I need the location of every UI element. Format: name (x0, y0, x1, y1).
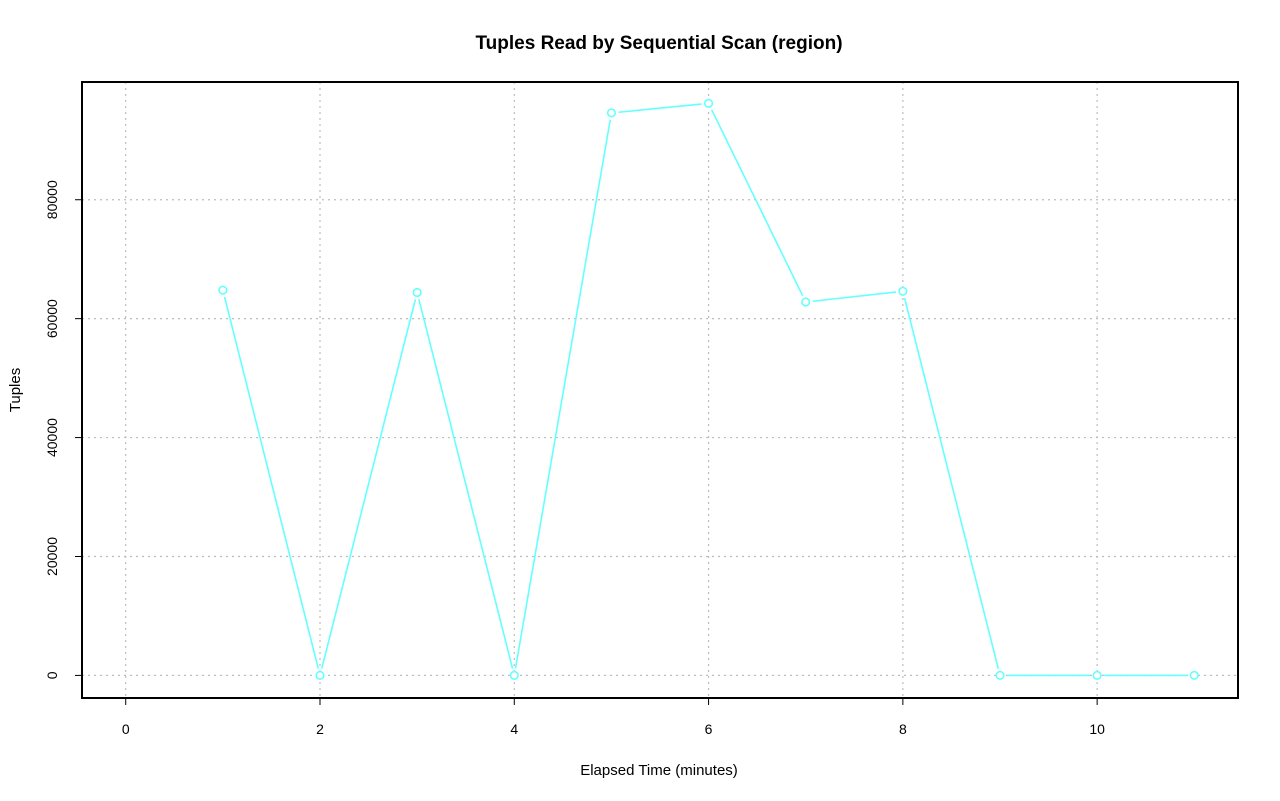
series-line-segment (514, 119, 612, 669)
x-tick-label: 4 (510, 721, 518, 737)
y-tick-label: 40000 (44, 418, 60, 457)
data-point (218, 285, 228, 295)
x-tick-label: 8 (899, 721, 907, 737)
y-tick-label: 60000 (44, 299, 60, 338)
x-axis: 0 2 4 6 8 10 (122, 697, 1105, 737)
y-tick-label: 80000 (44, 180, 60, 219)
y-axis: 0 20000 40000 60000 80000 (44, 180, 83, 679)
data-point (898, 286, 908, 296)
series-layer (218, 98, 1199, 681)
series-line-segment (418, 299, 514, 669)
x-tick-label: 6 (705, 721, 713, 737)
data-point (1092, 670, 1102, 681)
data-point (606, 108, 617, 118)
y-axis-label: Tuples (7, 368, 24, 412)
data-point (703, 98, 714, 109)
data-point (995, 670, 1005, 681)
series-line-segment (320, 299, 417, 669)
series-line-segment (812, 291, 896, 303)
plot-frame (81, 81, 1239, 699)
series-line-segment (710, 109, 804, 297)
series-line-segment (903, 297, 1000, 669)
data-point (1189, 670, 1199, 681)
y-tick-label: 20000 (44, 537, 60, 576)
chart-title: Tuples Read by Sequential Scan (region) (475, 33, 842, 54)
x-axis-label: Elapsed Time (minutes) (580, 762, 738, 779)
series-line-segment (618, 103, 702, 114)
x-tick-label: 0 (122, 721, 130, 737)
data-point (315, 670, 325, 681)
data-point (801, 297, 811, 307)
data-point (412, 287, 422, 298)
grid (82, 82, 1238, 698)
y-tick-label: 0 (44, 671, 60, 679)
x-tick-label: 10 (1089, 721, 1105, 737)
series-line-segment (223, 296, 320, 669)
data-point (509, 670, 519, 681)
x-tick-label: 2 (316, 721, 324, 737)
